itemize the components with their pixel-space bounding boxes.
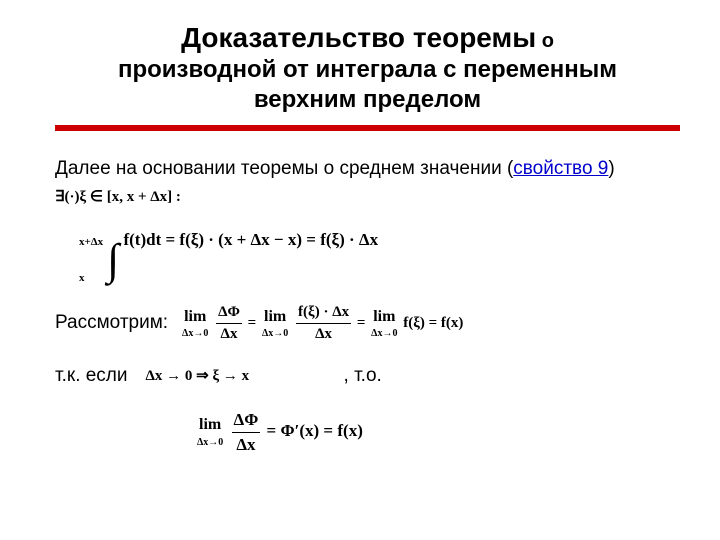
math-final-block: limΔx→0 ΔΦΔx = Φʹ(x) = f(x) bbox=[195, 408, 680, 457]
integral-symbol: x+Δx x ∫ bbox=[85, 236, 119, 284]
title-line3: верхним пределом bbox=[55, 85, 680, 115]
p3-text-b: , т.о. bbox=[344, 363, 382, 390]
integral-body: f(t)dt = f(ξ) · (x + Δx − x) = f(ξ) · Δx bbox=[123, 230, 378, 249]
p1-text-b: ) bbox=[608, 158, 614, 179]
title-line1-tail: о bbox=[536, 30, 554, 52]
math-integral-block: x+Δx x ∫ f(t)dt = f(ξ) · (x + Δx − x) = … bbox=[85, 227, 680, 284]
p1-text-a: Далее на основании теоремы о среднем зна… bbox=[55, 158, 513, 179]
paragraph-2: Рассмотрим: limΔx→0 ΔΦΔx = limΔx→0 f(ξ) … bbox=[55, 302, 680, 345]
paragraph-1: Далее на основании теоремы о среднем зна… bbox=[55, 156, 680, 209]
math-implication: Δx → 0 ⇒ ξ → x bbox=[146, 366, 326, 387]
integral-lower: x bbox=[79, 272, 85, 284]
p3-text-a: т.к. если bbox=[55, 363, 128, 390]
property-9-link[interactable]: свойство 9 bbox=[513, 158, 608, 179]
p2-text: Рассмотрим: bbox=[55, 310, 168, 337]
math-exists: ∃(·)ξ ∈ [x, x + Δx] : bbox=[55, 189, 181, 205]
math-limit-chain: limΔx→0 ΔΦΔx = limΔx→0 f(ξ) · ΔxΔx = lim… bbox=[180, 302, 463, 345]
title-line2: производной от интеграла с переменным bbox=[55, 55, 680, 85]
title-underline bbox=[55, 125, 680, 131]
slide-title: Доказательство теоремы о производной от … bbox=[55, 20, 680, 115]
paragraph-3: т.к. если Δx → 0 ⇒ ξ → x , т.о. bbox=[55, 363, 680, 390]
integral-upper: x+Δx bbox=[79, 236, 103, 248]
math-final-rhs: = Φʹ(x) = f(x) bbox=[267, 421, 363, 440]
title-line1-strong: Доказательство теоремы bbox=[181, 22, 536, 53]
